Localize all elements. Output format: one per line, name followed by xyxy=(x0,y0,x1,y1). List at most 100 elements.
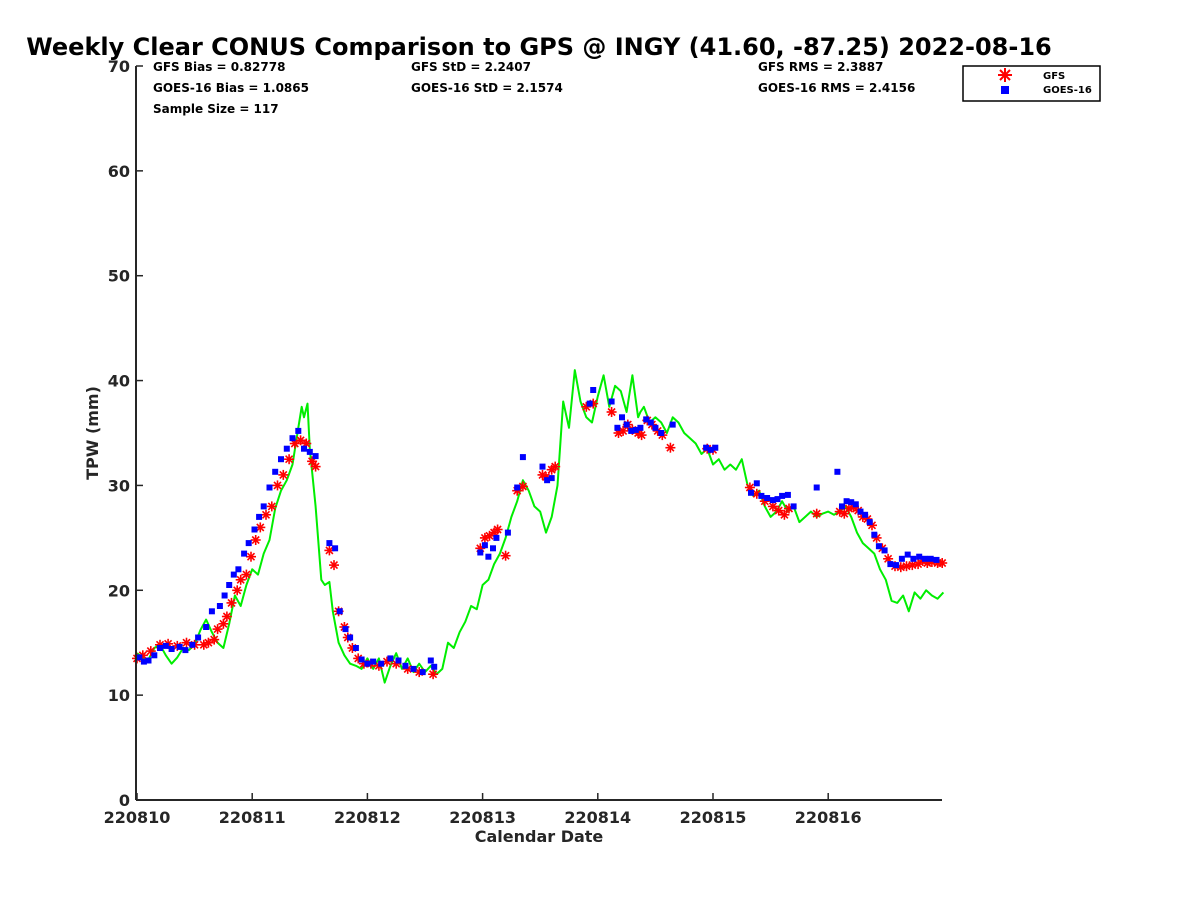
gfs-point xyxy=(618,425,629,436)
goes-point xyxy=(289,435,296,442)
gfs-point xyxy=(428,669,439,680)
legend-gfs-label: GFS xyxy=(1043,71,1065,82)
goes-point xyxy=(342,626,349,633)
goes-point xyxy=(221,592,228,599)
goes-point xyxy=(764,495,771,501)
goes-point xyxy=(893,562,900,569)
chart-title: Weekly Clear CONUS Comparison to GPS @ I… xyxy=(26,33,1051,61)
x-tick-label: 220816 xyxy=(795,808,862,827)
gfs-point xyxy=(550,461,561,472)
goes-point xyxy=(266,484,273,491)
goes-point xyxy=(216,603,223,609)
goes-point xyxy=(922,555,928,562)
gfs-point xyxy=(218,618,229,629)
goes-point xyxy=(245,540,252,547)
goes-point xyxy=(162,642,169,649)
gfs-point xyxy=(221,611,232,622)
goes-point xyxy=(904,551,911,558)
goes-std-stat: GOES-16 StD = 2.1574 xyxy=(411,81,563,95)
legend: GFS GOES-16 xyxy=(962,65,1101,102)
goes-point xyxy=(283,445,290,452)
goes-point xyxy=(256,513,263,520)
gfs-point xyxy=(492,524,503,535)
goes-point xyxy=(226,582,233,588)
goes-point xyxy=(628,427,635,434)
goes-point xyxy=(590,387,597,393)
goes-point xyxy=(272,468,279,475)
goes-point xyxy=(519,454,526,461)
gfs-point xyxy=(310,461,321,472)
goes-point xyxy=(866,519,873,526)
goes-point xyxy=(619,414,625,421)
goes-point xyxy=(586,400,593,407)
goes-point xyxy=(647,419,654,426)
goes-point xyxy=(652,424,659,431)
goes-point xyxy=(514,484,521,491)
gfs-point xyxy=(241,569,252,580)
goes-point xyxy=(477,549,484,556)
goes-point xyxy=(312,453,319,460)
goes-point xyxy=(881,547,888,554)
goes-point xyxy=(848,499,855,506)
goes-point xyxy=(834,468,841,475)
goes-point xyxy=(910,555,917,562)
gfs-point xyxy=(255,522,266,533)
legend-box xyxy=(962,65,1101,102)
goes-point xyxy=(230,571,237,578)
goes-point xyxy=(608,398,615,405)
goes-point xyxy=(857,508,864,515)
goes-point xyxy=(241,550,248,557)
x-ticks: 220810 220811 220812 220813 220814 220815 2208… xyxy=(104,793,862,827)
gfs-point xyxy=(665,442,676,453)
gfs-std-stat: GFS StD = 2.2407 xyxy=(411,60,531,74)
y-tick-label: 70 xyxy=(108,57,130,76)
y-tick-label: 50 xyxy=(108,267,130,286)
goes-point xyxy=(235,566,242,573)
gfs-point xyxy=(937,558,948,568)
x-tick-label: 220814 xyxy=(564,808,631,827)
legend-gfs-marker xyxy=(998,68,1012,82)
goes-point xyxy=(145,657,152,664)
goes-point xyxy=(703,444,710,451)
goes-point xyxy=(301,445,307,452)
goes-point xyxy=(195,634,202,641)
goes-point xyxy=(260,503,267,510)
gfs-point xyxy=(261,509,271,520)
gps-line xyxy=(136,369,945,684)
goes-point xyxy=(157,645,163,651)
goes-point xyxy=(843,498,850,505)
goes-point xyxy=(208,608,215,615)
goes-point xyxy=(669,421,676,428)
gfs-bias-stat: GFS Bias = 0.82778 xyxy=(153,60,285,74)
goes-point xyxy=(658,430,665,436)
gps-series xyxy=(136,369,945,684)
gfs-point xyxy=(250,535,261,545)
goes-point xyxy=(539,463,546,470)
goes-series xyxy=(136,387,940,676)
goes-point xyxy=(481,542,488,549)
legend-goes-label: GOES-16 xyxy=(1043,85,1092,96)
goes-point xyxy=(779,492,786,499)
goes-point xyxy=(916,553,923,560)
gfs-rms-stat: GFS RMS = 2.3887 xyxy=(758,60,883,74)
y-tick-label: 20 xyxy=(108,581,130,600)
y-tick-label: 0 xyxy=(119,791,130,810)
goes-point xyxy=(614,424,621,431)
goes-point xyxy=(548,475,555,482)
gfs-point xyxy=(209,634,220,645)
gfs-point xyxy=(329,560,339,571)
goes-point xyxy=(378,660,385,667)
gfs-point xyxy=(811,508,822,519)
goes-point xyxy=(839,503,845,510)
x-tick-label: 220810 xyxy=(104,808,171,827)
goes-point xyxy=(419,669,426,676)
goes-point xyxy=(623,421,630,428)
goes-point xyxy=(189,641,196,648)
x-tick-label: 220815 xyxy=(680,808,747,827)
goes-point xyxy=(395,657,402,664)
goes-point xyxy=(774,496,781,503)
gfs-point xyxy=(636,430,647,441)
goes-point xyxy=(707,446,714,453)
gfs-point xyxy=(773,505,784,516)
gfs-point xyxy=(232,585,243,596)
